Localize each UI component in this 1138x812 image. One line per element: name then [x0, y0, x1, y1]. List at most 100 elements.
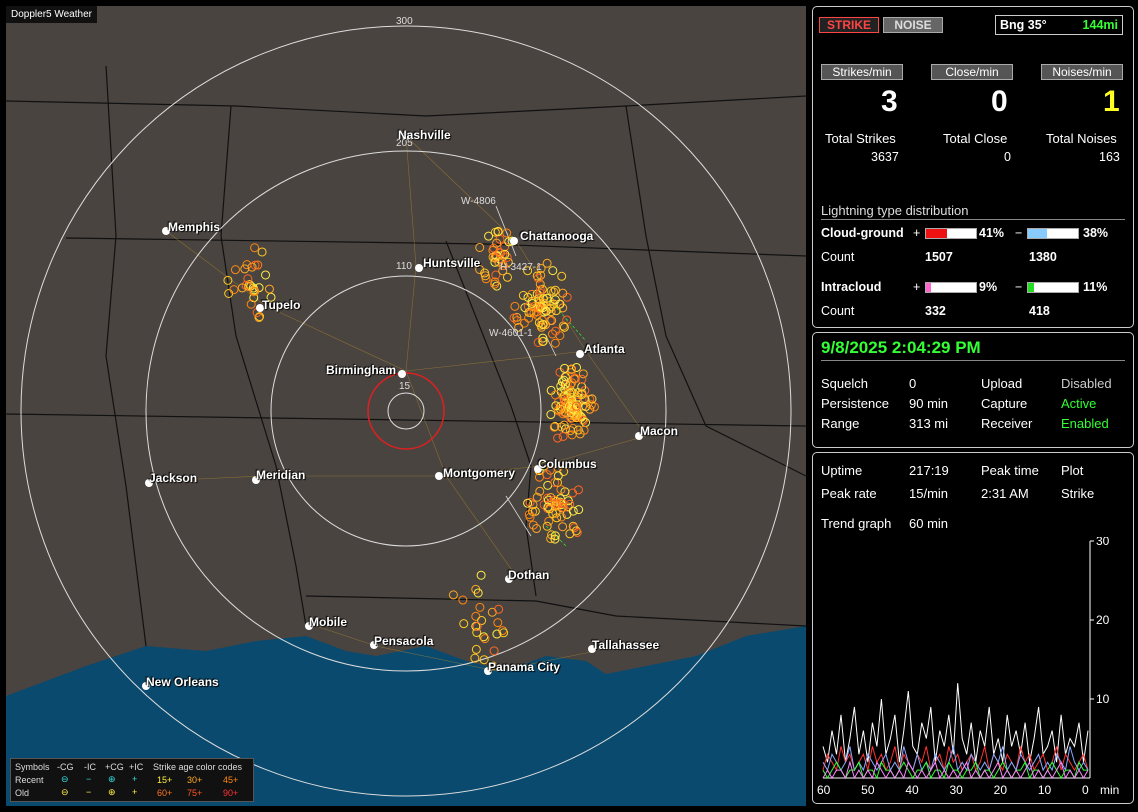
bearing-value: Bng 35°: [1000, 18, 1047, 32]
city-memphis: Memphis: [168, 220, 221, 234]
legend-recent-neg-cg-icon: ⊖: [61, 774, 69, 784]
total-close-value: 0: [1004, 150, 1011, 164]
city-dot: [162, 227, 170, 235]
noises-per-min-button[interactable]: Noises/min: [1041, 64, 1123, 80]
strike-marker: [536, 263, 546, 273]
strike-marker: [490, 279, 500, 289]
strike-marker: [529, 302, 539, 312]
strike-marker: [524, 313, 534, 323]
strike-markers: [142, 132, 643, 690]
strike-marker: [480, 271, 490, 281]
strike-marker: [494, 248, 504, 258]
strike-marker: [257, 247, 267, 257]
strikes-per-min-button[interactable]: Strikes/min: [821, 64, 903, 80]
city-mobile: Mobile: [309, 615, 347, 629]
city-dot: [534, 465, 542, 473]
trend-chart: 30 20 10 60 50 40 30 20 10 0 min: [817, 537, 1119, 797]
strike-marker: [577, 388, 587, 398]
legend-age-90: 90+: [223, 788, 239, 798]
city-jackson: Jackson: [149, 471, 198, 485]
strike-marker: [494, 257, 504, 267]
strike-marker: [471, 644, 481, 654]
strike-marker: [470, 653, 480, 663]
strike-marker: [476, 570, 486, 580]
cg-minus-sign: −: [1015, 226, 1023, 240]
strike-marker: [503, 257, 513, 267]
strike-marker: [545, 504, 555, 514]
city-tupelo: Tupelo: [262, 298, 301, 312]
range-ring-110: [270, 275, 542, 547]
capture-label: Capture: [981, 396, 1028, 411]
strike-marker: [550, 390, 560, 400]
legend-neg-cg: -CG: [57, 762, 74, 772]
strike-marker: [573, 485, 583, 495]
legend-age-title: Strike age color codes: [153, 762, 243, 772]
range-ring-15: [387, 392, 425, 430]
trend-graph-label: Trend graph: [821, 516, 892, 531]
strike-marker: [253, 260, 263, 270]
plot-value[interactable]: Strike: [1061, 486, 1095, 501]
cg-plus-sign: +: [913, 226, 921, 240]
ic-count-label: Count: [821, 304, 855, 318]
noises-per-min-value: 1: [1103, 85, 1120, 118]
strike-marker: [589, 402, 599, 412]
strike-marker: [538, 294, 548, 304]
city-dot: [142, 682, 150, 690]
trend-series-4: [822, 760, 1089, 780]
cg-negative-bar: [1027, 228, 1079, 239]
strike-marker: [579, 415, 589, 425]
strike-marker: [570, 373, 580, 383]
strike-marker: [527, 298, 537, 308]
lightning-map[interactable]: Doppler5 Weather 300 205 110 15 Nashvill…: [6, 6, 806, 806]
strike-marker: [264, 284, 274, 294]
strike-marker: [250, 243, 260, 253]
distance-value: 144mi: [1082, 18, 1118, 32]
strike-marker: [551, 508, 561, 518]
legend-recent-pos-ic-icon: +: [132, 774, 138, 784]
x-tick-label: 20: [994, 783, 1008, 797]
total-noises-value: 163: [1099, 150, 1120, 164]
strike-marker: [540, 305, 550, 315]
close-per-min-button[interactable]: Close/min: [931, 64, 1013, 80]
strike-marker: [249, 286, 259, 296]
strike-marker: [566, 365, 576, 375]
strike-marker: [574, 505, 584, 515]
strike-mode-button[interactable]: STRIKE: [819, 17, 879, 33]
ic-positive-count: 332: [925, 304, 946, 318]
strike-marker: [533, 273, 543, 283]
roads: [155, 135, 647, 672]
strike-marker: [500, 249, 510, 259]
strike-marker: [585, 404, 595, 414]
cg-positive-count: 1507: [925, 250, 953, 264]
total-strikes-value: 3637: [871, 150, 899, 164]
trend-graph-value: 60 min: [909, 516, 949, 531]
strike-marker: [488, 661, 498, 671]
strike-marker: [459, 619, 469, 629]
noise-mode-button[interactable]: NOISE: [883, 17, 943, 33]
strike-marker: [558, 431, 568, 441]
strike-marker: [532, 271, 542, 281]
plot-label: Plot: [1061, 463, 1084, 478]
strike-marker: [523, 266, 533, 276]
ring-label-300: 300: [396, 16, 413, 27]
strike-marker: [254, 313, 264, 323]
city-dot: [370, 641, 378, 649]
city-dot: [402, 132, 410, 140]
strike-marker: [533, 337, 543, 347]
strike-marker: [553, 433, 563, 443]
strike-marker: [246, 299, 256, 309]
ic-plus-sign: +: [913, 280, 921, 294]
strike-marker: [472, 621, 482, 631]
strike-marker: [472, 628, 482, 638]
strike-marker: [240, 264, 250, 274]
city-atlanta: Atlanta: [584, 342, 625, 356]
strike-marker: [502, 252, 512, 262]
trend-series-3: [822, 760, 1088, 780]
strike-marker: [555, 331, 565, 341]
city-birmingham: Birmingham: [326, 363, 397, 377]
strike-marker: [492, 629, 502, 639]
legend-old-pos-cg-icon: ⊕: [108, 787, 116, 797]
strike-marker: [551, 326, 561, 336]
ic-positive-pct: 9%: [979, 280, 998, 294]
strike-marker: [556, 485, 566, 495]
